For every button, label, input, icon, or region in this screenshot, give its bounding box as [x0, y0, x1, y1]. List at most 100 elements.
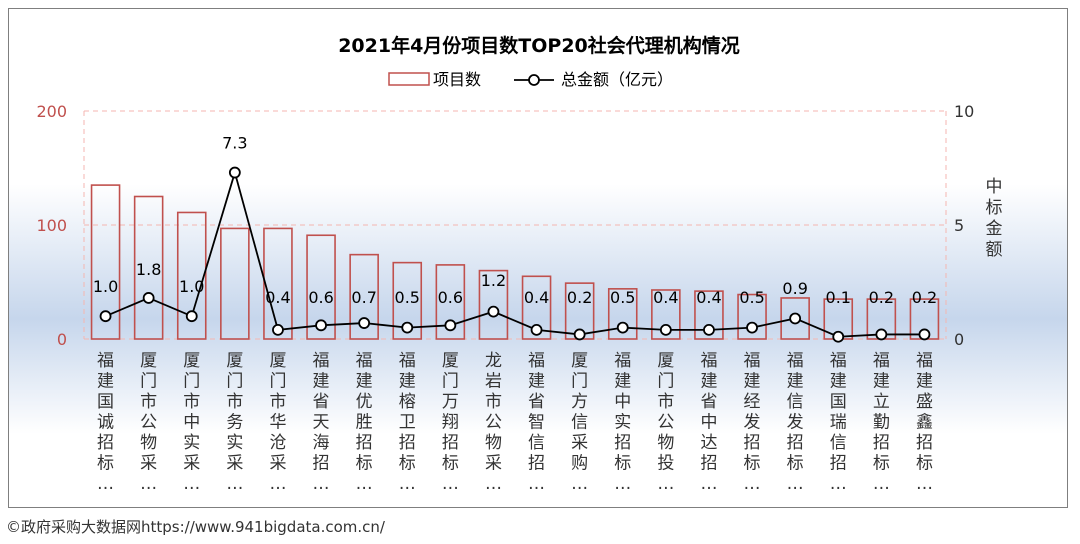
- category-label: 厦门市公物投…: [657, 351, 674, 494]
- bar: [694, 290, 724, 340]
- category-label: 福建立勤招标…: [873, 351, 890, 494]
- line-point: [315, 319, 327, 332]
- data-label: 1.0: [179, 277, 204, 296]
- category-label: 福建中实招标…: [614, 351, 631, 494]
- bar: [435, 264, 466, 340]
- line-point: [185, 310, 198, 323]
- category-label: 福建经发招标…: [744, 351, 761, 494]
- category-label: 厦门市中实采…: [183, 351, 200, 494]
- line-point: [530, 323, 543, 336]
- line-point: [99, 310, 112, 323]
- data-label: 0.7: [351, 288, 376, 307]
- category-label: 厦门方信采购…: [571, 351, 588, 494]
- line-point: [142, 292, 155, 304]
- category-label: 龙岩市公物采…: [485, 351, 502, 494]
- chart-svg: 2021年4月份项目数TOP20社会代理机构情况 项目数 总金额（亿元） 0 10…: [9, 9, 1067, 507]
- bar: [478, 269, 509, 340]
- right-tick-label: 10: [954, 102, 974, 121]
- data-label: 1.0: [93, 277, 118, 296]
- right-axis: 0 5 10: [954, 102, 974, 349]
- amount-series-line: [105, 169, 925, 338]
- right-tick-label: 5: [954, 216, 964, 235]
- line-point: [616, 321, 629, 334]
- data-label: 0.4: [653, 288, 678, 307]
- category-label: 厦门万翔招标…: [442, 351, 459, 494]
- bar: [392, 261, 423, 340]
- category-label: 福建优胜招标…: [356, 351, 373, 494]
- line-point: [272, 323, 284, 336]
- right-tick-label: 0: [954, 330, 964, 349]
- bars: [90, 184, 940, 340]
- data-label: 7.3: [222, 134, 247, 153]
- line-point: [918, 328, 931, 341]
- left-axis: 0 100 200: [36, 102, 67, 349]
- data-label: 0.2: [912, 288, 937, 307]
- category-label: 福建国诚招标…: [97, 351, 114, 494]
- data-label: 0.6: [438, 288, 463, 307]
- category-labels: 福建国诚招标… 厦门市公物采… 厦门市中实采… 厦门市务实采… 厦门市华沧采… 福建省天海…: [97, 351, 933, 494]
- chart-title: 2021年4月份项目数TOP20社会代理机构情况: [338, 34, 740, 57]
- category-label: 福建省天海招…: [313, 351, 330, 494]
- line-point: [228, 166, 241, 179]
- category-label: 厦门市务实采…: [226, 351, 243, 494]
- left-tick-label: 100: [36, 216, 67, 235]
- data-label: 0.5: [610, 288, 635, 307]
- source-footer: ©政府采购大数据网https://www.941bigdata.com.cn/: [6, 518, 385, 536]
- line-point: [444, 319, 457, 332]
- category-label: 福建省智信招…: [528, 351, 545, 494]
- category-label: 福建信发招标…: [787, 351, 804, 494]
- line-point: [659, 323, 672, 336]
- amount-line: 1.0 1.8 1.0 7.3 0.4 0.6 0.7 0.5 0.6 1.2 0.4 0.2 0.5 0…: [93, 134, 937, 343]
- bar: [263, 227, 293, 340]
- bar: [306, 234, 336, 340]
- bar: [651, 289, 681, 340]
- legend-bar-swatch: [388, 72, 430, 86]
- category-label: 厦门市华沧采…: [269, 351, 286, 494]
- category-label: 福建盛鑫招标…: [916, 351, 933, 494]
- legend-bar-label: 项目数: [433, 70, 481, 89]
- gridlines: [83, 110, 947, 340]
- bar: [220, 227, 250, 340]
- data-label: 0.5: [395, 288, 420, 307]
- data-label: 1.8: [136, 260, 161, 279]
- bar: [90, 184, 121, 340]
- data-label: 0.6: [308, 288, 333, 307]
- data-label: 0.4: [696, 288, 721, 307]
- category-label: 福建省中达招…: [700, 351, 717, 494]
- data-label: 0.4: [524, 288, 549, 307]
- legend-line-marker: [528, 74, 540, 86]
- data-label: 0.9: [782, 279, 807, 298]
- left-tick-label: 200: [36, 102, 67, 121]
- bar: [737, 293, 767, 340]
- line-point: [746, 321, 758, 334]
- plot-background: [9, 9, 1067, 507]
- line-point: [358, 317, 371, 329]
- bar: [349, 253, 379, 340]
- line-point: [703, 323, 715, 336]
- chart-frame: 2021年4月份项目数TOP20社会代理机构情况 项目数 总金额（亿元） 0 10…: [8, 8, 1068, 508]
- data-label: 0.2: [869, 288, 894, 307]
- line-point: [573, 328, 586, 341]
- category-label: 福建国瑞信招…: [830, 351, 847, 494]
- legend-line-label: 总金额（亿元）: [561, 70, 673, 89]
- data-label: 0.5: [739, 288, 764, 307]
- line-point: [789, 312, 802, 325]
- line-point: [487, 305, 500, 318]
- category-label: 福建榕卫招标…: [399, 351, 416, 494]
- line-point: [875, 328, 888, 341]
- line-point: [832, 330, 845, 343]
- bar: [133, 195, 164, 340]
- data-label: 0.1: [826, 288, 851, 307]
- bar: [176, 211, 207, 340]
- data-label: 0.4: [265, 288, 290, 307]
- right-axis-title: 中标金额: [986, 177, 1003, 260]
- category-label: 厦门市公物采…: [140, 351, 157, 494]
- line-point: [401, 321, 414, 334]
- data-label: 0.2: [567, 288, 592, 307]
- data-label: 1.2: [481, 271, 506, 290]
- bar: [780, 297, 810, 340]
- bar: [521, 275, 552, 340]
- bar: [607, 288, 638, 340]
- left-tick-label: 0: [57, 330, 67, 349]
- legend: 项目数 总金额（亿元）: [388, 70, 673, 89]
